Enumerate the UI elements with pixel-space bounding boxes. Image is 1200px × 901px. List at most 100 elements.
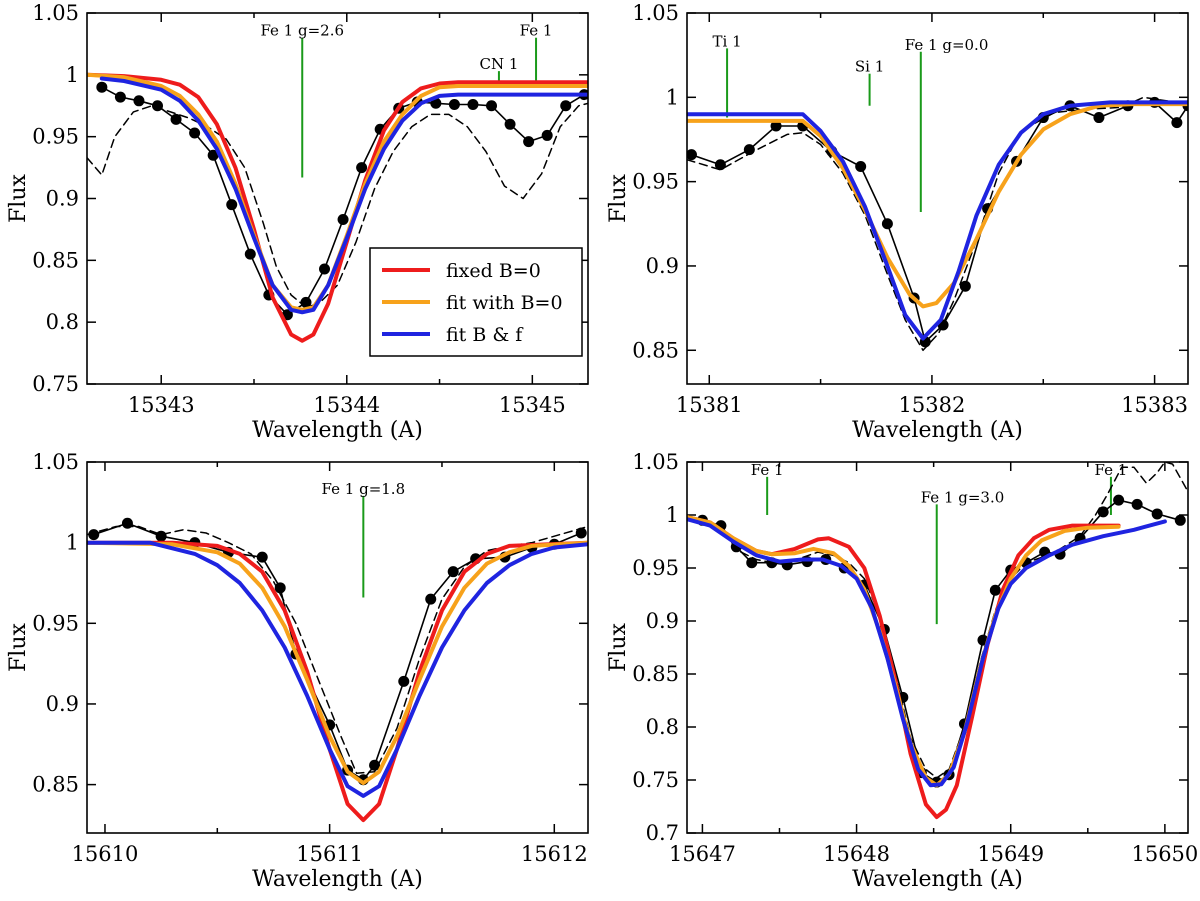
data-point — [133, 95, 145, 107]
y-tick-label: 0.8 — [646, 715, 679, 739]
fit-line-fit-with-b-0 — [87, 540, 588, 785]
data-point — [714, 159, 726, 171]
fit-line-fit-with-b-0 — [687, 102, 1188, 309]
y-axis-label: Flux — [606, 622, 631, 671]
data-point — [770, 120, 782, 132]
data-point — [1131, 498, 1143, 510]
data-point — [486, 100, 498, 112]
line-id-label: Fe 1 g=1.8 — [322, 480, 406, 498]
fit-line-fit-b-f — [87, 540, 588, 798]
observed-data-line — [701, 499, 1182, 783]
y-tick-label: 0.95 — [32, 611, 79, 635]
data-point — [256, 551, 268, 563]
data-point — [152, 100, 164, 112]
y-tick-label: 1 — [66, 531, 79, 555]
data-point — [447, 566, 459, 578]
ticks — [687, 461, 1188, 834]
ticks — [687, 12, 1188, 384]
data-point — [1171, 117, 1183, 129]
y-tick-label: 1 — [66, 63, 79, 87]
x-axis-label: Wavelength (A) — [252, 867, 423, 892]
plot-frame — [686, 12, 1189, 385]
fit-line-fit-b-f — [687, 517, 1167, 788]
data-point — [448, 99, 460, 111]
x-tick-label: 15345 — [499, 393, 566, 417]
panel-2: 15381 15382 15383 0.85 0.9 0.95 1 1.05 Wavelengt… — [606, 1, 1189, 443]
data-point — [504, 118, 516, 130]
y-tick-label: 0.9 — [46, 692, 79, 716]
data-point — [337, 214, 349, 226]
legend: fixed B=0 fit with B=0 fit B & f — [369, 247, 583, 357]
data-point — [244, 248, 256, 260]
data-point — [523, 136, 535, 148]
x-tick-label: 15611 — [296, 842, 363, 866]
x-tick-label: 15647 — [669, 842, 736, 866]
legend-label: fixed B=0 — [446, 260, 541, 282]
y-tick-label: 0.9 — [46, 187, 79, 211]
data-point — [155, 530, 167, 542]
series-group — [87, 72, 588, 343]
x-axis-label: Wavelength (A) — [852, 867, 1023, 892]
data-point — [746, 557, 758, 569]
observed-data-line — [690, 101, 1188, 343]
line-ids: Ti 1 Si 1 Fe 1 g=0.0 — [713, 32, 988, 212]
data-point — [1151, 508, 1163, 520]
data-point — [881, 218, 893, 230]
legend-label: fit with B=0 — [446, 292, 563, 314]
panel-4: 15647 15648 15649 15650 0.7 0.75 0.8 0.85 0.9 0.9… — [606, 450, 1198, 892]
data-point — [541, 129, 553, 141]
data-point — [319, 263, 331, 275]
data-point — [560, 100, 572, 112]
observed-dashed-line — [87, 102, 588, 309]
panel-1: 15343 15344 15345 0.75 0.8 0.85 0.9 0.95 1 1.05 Wa… — [6, 1, 589, 443]
x-tick-label: 15648 — [823, 842, 890, 866]
line-id-label: Fe 1 g=2.6 — [260, 22, 344, 40]
series-group — [687, 96, 1188, 352]
data-point — [398, 675, 410, 687]
line-ids: Fe 1 g=1.8 — [322, 480, 406, 598]
data-point — [959, 280, 971, 292]
fit-line-fit-with-b-0 — [87, 72, 588, 312]
y-tick-label: 0.95 — [632, 170, 679, 194]
fit-line-fit-b-f — [687, 100, 1188, 341]
x-tick-label: 15650 — [1131, 842, 1198, 866]
data-point — [207, 149, 219, 161]
y-tick-label: 0.9 — [646, 609, 679, 633]
legend-label: fit B & f — [446, 324, 524, 346]
data-point — [189, 127, 201, 139]
panel-3: 15610 15611 15612 0.85 0.9 0.95 1 1.05 Wavelengt… — [6, 450, 589, 892]
x-tick-label: 15649 — [977, 842, 1044, 866]
y-tick-label: 0.8 — [46, 310, 79, 334]
y-axis-label: Flux — [6, 173, 31, 222]
y-tick-label: 1 — [666, 85, 679, 109]
x-axis-label: Wavelength (A) — [252, 418, 423, 443]
y-tick-label: 1.05 — [32, 1, 79, 25]
data-point — [1097, 506, 1109, 518]
observed-dashed-line — [687, 96, 1188, 352]
data-point — [1113, 494, 1125, 506]
data-point — [88, 529, 100, 541]
x-tick-label: 15382 — [899, 393, 966, 417]
y-tick-label: 1.05 — [632, 450, 679, 474]
data-point — [300, 296, 312, 308]
y-tick-label: 0.85 — [32, 773, 79, 797]
line-id-label: Fe 1 — [751, 461, 784, 479]
data-point — [1174, 514, 1186, 526]
data-point — [274, 582, 286, 594]
data-point — [369, 759, 381, 771]
y-tick-label: 0.85 — [632, 338, 679, 362]
series-group — [687, 462, 1188, 820]
fit-line-fixed-b-0 — [87, 72, 588, 343]
x-axis-label: Wavelength (A) — [852, 418, 1023, 443]
line-id-label: Ti 1 — [713, 32, 742, 50]
data-point — [356, 162, 368, 174]
data-point — [743, 144, 755, 156]
data-point — [425, 593, 437, 605]
data-point — [1093, 112, 1105, 124]
y-axis-label: Flux — [606, 173, 631, 222]
y-tick-label: 0.85 — [632, 662, 679, 686]
y-tick-label: 1.05 — [632, 1, 679, 25]
plot-frame — [86, 12, 589, 385]
x-tick-label: 15612 — [521, 842, 588, 866]
data-point — [687, 149, 697, 161]
